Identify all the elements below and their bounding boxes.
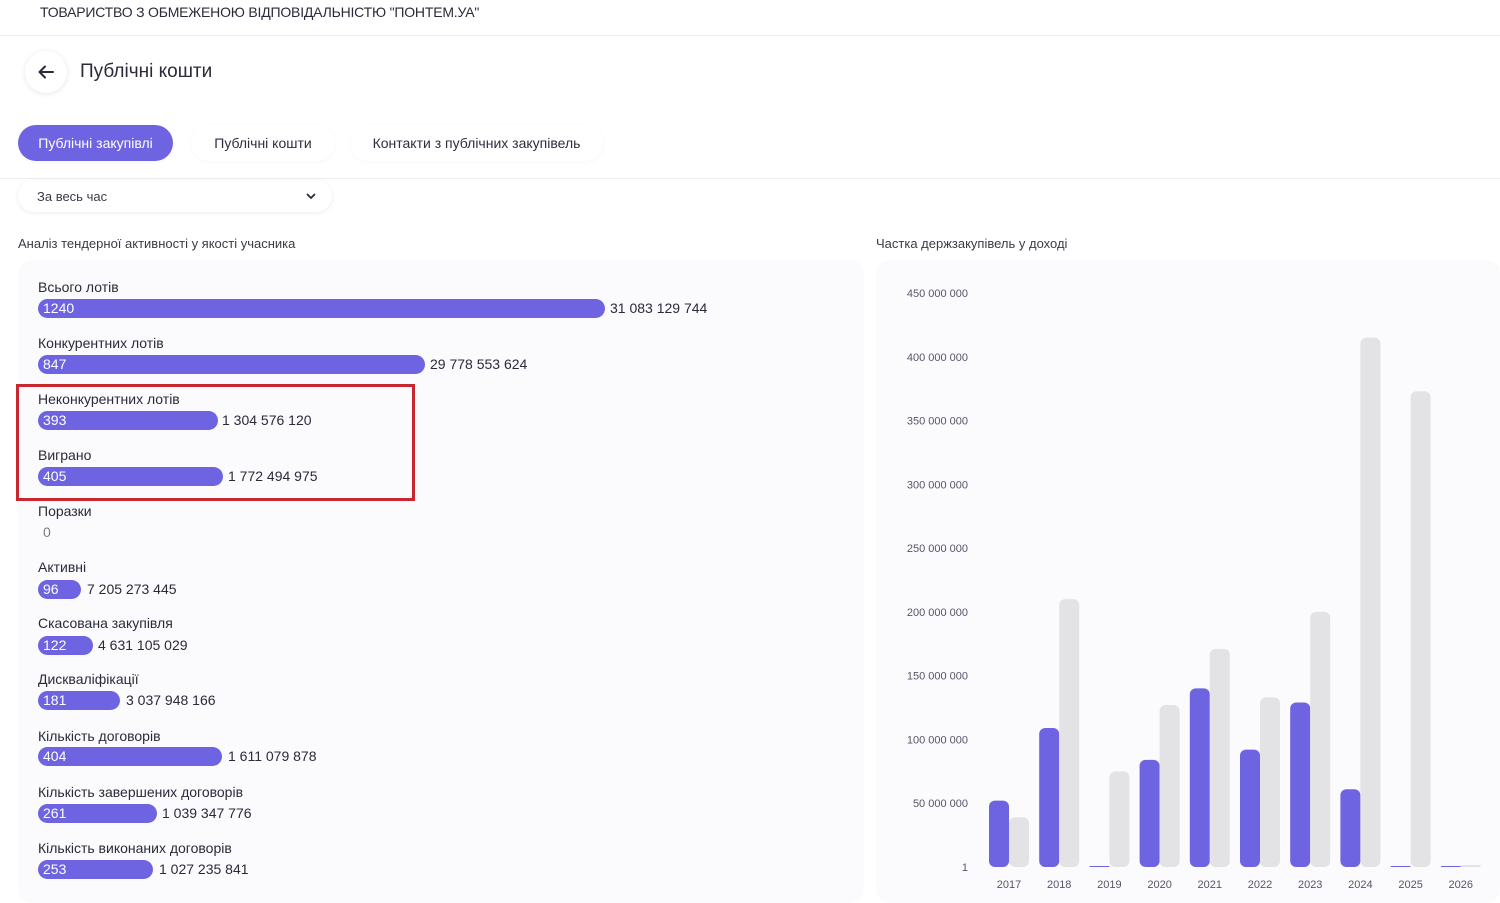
y-tick-label: 250 000 000 [907, 543, 968, 555]
x-tick-label: 2019 [1097, 879, 1121, 891]
metric-bar-competitive-lots [38, 355, 425, 374]
chart-bar-2021-s1 [1209, 648, 1230, 867]
metric-amount-won: 1 772 494 975 [228, 468, 318, 484]
chart-bar-2018-s1 [1059, 599, 1080, 867]
x-tick-label: 2017 [997, 879, 1021, 891]
metric-bar-total-lots [38, 299, 605, 318]
metric-label-competitive-lots: Конкурентних лотів [38, 335, 164, 351]
y-tick-label: 450 000 000 [907, 288, 968, 300]
chart-bar-2023-s0 [1290, 702, 1311, 867]
metric-count-competitive-lots: 847 [43, 356, 67, 372]
chart-bar-2017-s0 [989, 800, 1009, 867]
metric-count-won: 405 [43, 468, 67, 484]
tab-public-procurement[interactable]: Публічні закупівлі [18, 125, 173, 161]
chart-bar-2020-s0 [1139, 759, 1160, 867]
metric-count-disqualifications: 181 [43, 692, 67, 708]
metric-count-noncompetitive-lots: 393 [43, 412, 67, 428]
chart-bar-2026-s1 [1460, 865, 1481, 867]
metric-amount-noncompetitive-lots: 1 304 576 120 [222, 412, 312, 428]
chart-bar-2020-s1 [1159, 705, 1180, 867]
chart-bar-2026-s0 [1440, 866, 1461, 867]
y-tick-label: 50 000 000 [913, 798, 968, 810]
x-tick-label: 2024 [1348, 879, 1372, 891]
metric-label-cancelled: Скасована закупівля [38, 615, 173, 631]
chevron-down-icon [306, 193, 316, 199]
metric-bar-executed-contracts [38, 860, 153, 879]
y-tick-label: 200 000 000 [907, 607, 968, 619]
metric-amount-executed-contracts: 1 027 235 841 [159, 861, 249, 877]
company-header: ТОВАРИСТВО З ОБМЕЖЕНОЮ ВІДПОВІДАЛЬНІСТЮ … [0, 0, 1500, 36]
chart-bar-2024-s0 [1340, 789, 1361, 867]
company-name: ТОВАРИСТВО З ОБМЕЖЕНОЮ ВІДПОВІДАЛЬНІСТЮ … [40, 4, 480, 20]
metric-amount-cancelled: 4 631 105 029 [98, 637, 188, 653]
chart-bar-2025-s1 [1410, 391, 1431, 867]
x-tick-label: 2018 [1047, 879, 1071, 891]
metric-label-total-lots: Всього лотів [38, 279, 119, 295]
chart-bar-2017-s1 [1009, 817, 1029, 867]
income-share-card [876, 260, 1500, 903]
period-value: За весь час [37, 188, 108, 204]
back-button[interactable] [25, 51, 67, 93]
x-tick-label: 2021 [1198, 879, 1222, 891]
metric-label-noncompetitive-lots: Неконкурентних лотів [38, 391, 180, 407]
metric-amount-competitive-lots: 29 778 553 624 [430, 356, 528, 372]
section-divider [0, 178, 1500, 179]
metric-bar-noncompetitive-lots [38, 411, 218, 430]
metric-label-won: Виграно [38, 447, 92, 463]
metric-bar-contracts [38, 747, 222, 766]
metric-amount-completed-contracts: 1 039 347 776 [162, 805, 252, 821]
chart-bar-2018-s0 [1039, 727, 1060, 867]
arrow-left-icon [38, 65, 54, 79]
x-tick-label: 2023 [1298, 879, 1322, 891]
metric-bar-won [38, 467, 223, 486]
x-tick-label: 2026 [1449, 879, 1473, 891]
tab-procurement-contacts[interactable]: Контакти з публічних закупівель [350, 125, 603, 161]
y-tick-label: 150 000 000 [907, 671, 968, 683]
metric-label-completed-contracts: Кількість завершених договорів [38, 784, 244, 800]
y-tick-label: 400 000 000 [907, 352, 968, 364]
y-tick-label: 100 000 000 [907, 734, 968, 746]
chart-bar-2022-s1 [1260, 697, 1280, 867]
x-tick-label: 2020 [1147, 879, 1171, 891]
x-tick-label: 2025 [1398, 879, 1422, 891]
metric-bar-active [38, 580, 81, 599]
metric-bar-cancelled [38, 636, 93, 655]
income-share-title: Частка держзакупівель у доході [876, 236, 1068, 251]
metric-count-cancelled: 122 [43, 637, 67, 653]
metric-label-active: Активні [38, 559, 87, 575]
metric-count-completed-contracts: 261 [43, 805, 67, 821]
metric-label-disqualifications: Дискваліфікації [38, 671, 139, 687]
page-title: Публічні кошти [80, 61, 213, 82]
chart-bar-2019-s0 [1089, 866, 1110, 867]
metric-count-executed-contracts: 253 [43, 861, 67, 877]
metric-amount-contracts: 1 611 079 878 [228, 748, 317, 764]
y-tick-label: 300 000 000 [907, 479, 968, 491]
chart-bar-2022-s0 [1240, 749, 1260, 867]
x-tick-label: 2022 [1248, 879, 1272, 891]
metric-amount-disqualifications: 3 037 948 166 [126, 692, 216, 708]
chart-bar-2019-s1 [1109, 771, 1130, 867]
y-tick-label: 350 000 000 [907, 416, 968, 428]
period-select[interactable]: За весь час [18, 180, 332, 212]
metric-amount-active: 7 205 273 445 [87, 581, 177, 597]
income-share-chart: 450 000 000 400 000 000 350 000 000 300 000… [907, 288, 1481, 891]
chart-bar-2021-s0 [1189, 688, 1210, 867]
metric-count-total-lots: 1240 [43, 300, 75, 316]
metric-amount-total-lots: 31 083 129 744 [610, 300, 708, 316]
metric-count-contracts: 404 [43, 748, 67, 764]
metric-count-active: 96 [43, 581, 59, 597]
tab-public-funds[interactable]: Публічні кошти [191, 125, 335, 161]
metric-label-losses: Поразки [38, 503, 92, 519]
tender-activity-title: Аналіз тендерної активності у якості уча… [18, 236, 296, 251]
y-tick-label: 1 [962, 862, 968, 874]
metric-label-contracts: Кількість договорів [38, 728, 161, 744]
metric-bar-disqualifications [38, 691, 120, 710]
metric-count-losses: 0 [43, 524, 51, 540]
metric-label-executed-contracts: Кількість виконаних договорів [38, 840, 232, 856]
highlight-box [16, 384, 415, 501]
chart-bar-2024-s1 [1360, 337, 1381, 868]
metric-bar-completed-contracts [38, 804, 157, 823]
chart-bar-2023-s1 [1310, 611, 1331, 867]
chart-bar-2025-s0 [1390, 866, 1411, 867]
